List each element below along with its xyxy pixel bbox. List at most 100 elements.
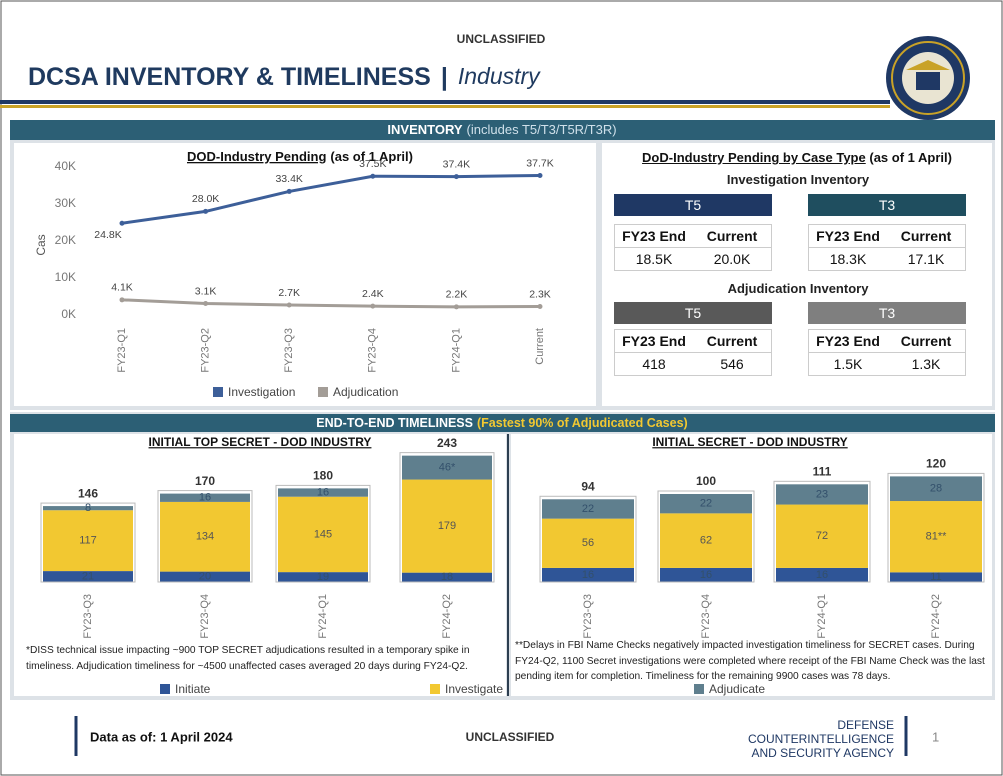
y-tick-label: 0K [61,307,76,321]
bar-segment: Investigate [160,501,250,572]
segment-label: 134 [196,531,214,543]
point [203,301,209,307]
segment-label: 16 [582,569,594,581]
bar-segment: Adjudicate [160,493,250,502]
column: FY23 End [816,228,880,244]
legend-swatch [160,684,170,694]
segment-label: 179 [438,520,456,532]
x-tick-label: FY24-Q1 [317,594,329,639]
bar-segment: Initiate [160,571,250,582]
table-header: T3 [808,194,966,216]
column: FY23 End [622,228,686,244]
chart-title: INITIAL SECRET - DOD INDUSTRY [652,435,847,449]
legend-swatch [430,684,440,694]
total-label: 100 [696,474,716,488]
data-label: 37.7K [526,157,553,169]
y-tick-label: 40K [55,159,76,173]
segment-label: 11 [930,571,941,583]
chart-title-note: (as of 1 April) [330,149,413,164]
line [121,174,541,225]
segment-label: 56 [582,537,594,549]
data-label: 2.7K [278,287,300,299]
legend-swatch [213,387,223,397]
data-label: 4.1K [111,282,133,294]
data-as-of: Data as of: 1 April 2024 [90,729,233,744]
bar-segment: Initiate [402,572,492,582]
segment-label: 16 [317,486,329,498]
header-rule [0,100,890,104]
point [537,303,543,309]
section-label: Adjudication Inventory [727,281,869,296]
x-tick-label: FY23-Q4 [367,328,379,373]
bar-segment: Initiate [660,567,752,582]
cell: 418 [642,356,666,372]
segment-label: 16 [700,569,712,581]
table-values: 18.5K 20.0K [614,248,772,271]
banner-note: (Fastest 90% of Adjudicated Cases) [477,416,688,430]
inventory-banner-text: INVENTORY (includes T5/T3/T5R/T3R) [387,122,616,137]
bar-outline [773,480,871,583]
legend-label: Adjudicate [709,682,765,696]
point [286,188,292,194]
point [119,220,125,226]
bar-segment: Investigate [278,496,368,573]
table: T3 FY23 End Current 1.5K 1.3K [808,302,966,376]
data-label: 2.4K [362,288,384,300]
column: Current [706,228,758,244]
column: FY23 End [622,333,686,349]
bar-outline [399,452,495,583]
bar-segment: Adjudicate [278,488,368,497]
table-values: 18.3K 17.1K [808,248,966,271]
seal [886,36,970,120]
point [119,297,125,303]
data-label: 28.0K [192,193,219,205]
bar-segment: Investigate [890,501,982,573]
x-tick-label: FY23-Q1 [116,328,128,373]
bar-segment: Initiate [278,572,368,582]
case-type-title: DoD-Industry Pending by Case Type (as of… [602,150,992,165]
data-label: 2.2K [446,289,468,301]
bar-outline [275,484,371,583]
title-separator: | [441,63,448,91]
total-label: 170 [195,474,215,488]
bar-segment: Adjudicate [660,494,752,514]
column: Current [900,228,952,244]
x-tick-label: FY23-Q3 [82,594,94,639]
case-type-title-main: DoD-Industry Pending by Case Type [642,150,866,165]
total-label: 94 [581,479,595,493]
cell: 18.5K [635,251,673,267]
classification: UNCLASSIFIED [457,32,546,46]
bar-segment: Adjudicate [542,499,634,519]
bar-segment: Initiate [542,567,634,582]
data-label: 24.8K [94,229,121,241]
x-tick-label: FY23-Q3 [582,594,594,639]
total-label: 180 [313,469,333,483]
legend-label: Investigation [228,385,295,399]
banner-main: END-TO-END TIMELINESS [316,416,473,430]
bar-segment: Investigate [776,504,868,568]
segment-label: 117 [79,535,97,547]
bar-segment: Initiate [776,567,868,582]
point [453,304,459,310]
table: T5 FY23 End Current 18.5K 20.0K [614,194,772,271]
segment-label: 22 [700,498,712,510]
y-tick-label: 10K [55,270,76,284]
segment-label: 23 [816,488,828,500]
bar-segment: Initiate [43,571,133,582]
column: FY23 End [816,333,880,349]
legend-label: Investigate [445,682,503,696]
total-label: 243 [437,436,457,450]
agency-line: DEFENSE [837,718,894,732]
data-label: 2.3K [529,288,551,300]
chart-title-main: DOD-Industry Pending [187,149,326,164]
footer-classification: UNCLASSIFIED [466,730,555,744]
y-tick-label: 30K [55,196,76,210]
ts-note: *DISS technical issue impacting ~900 TOP… [26,645,470,672]
secret-note: **Delays in FBI Name Checks negatively i… [515,640,985,682]
table-columns: FY23 End Current [614,329,772,353]
case-type-title-note: (as of 1 April) [869,150,952,165]
bar-outline [157,490,253,583]
bar-outline [539,495,637,583]
table-header: T5 [614,194,772,216]
